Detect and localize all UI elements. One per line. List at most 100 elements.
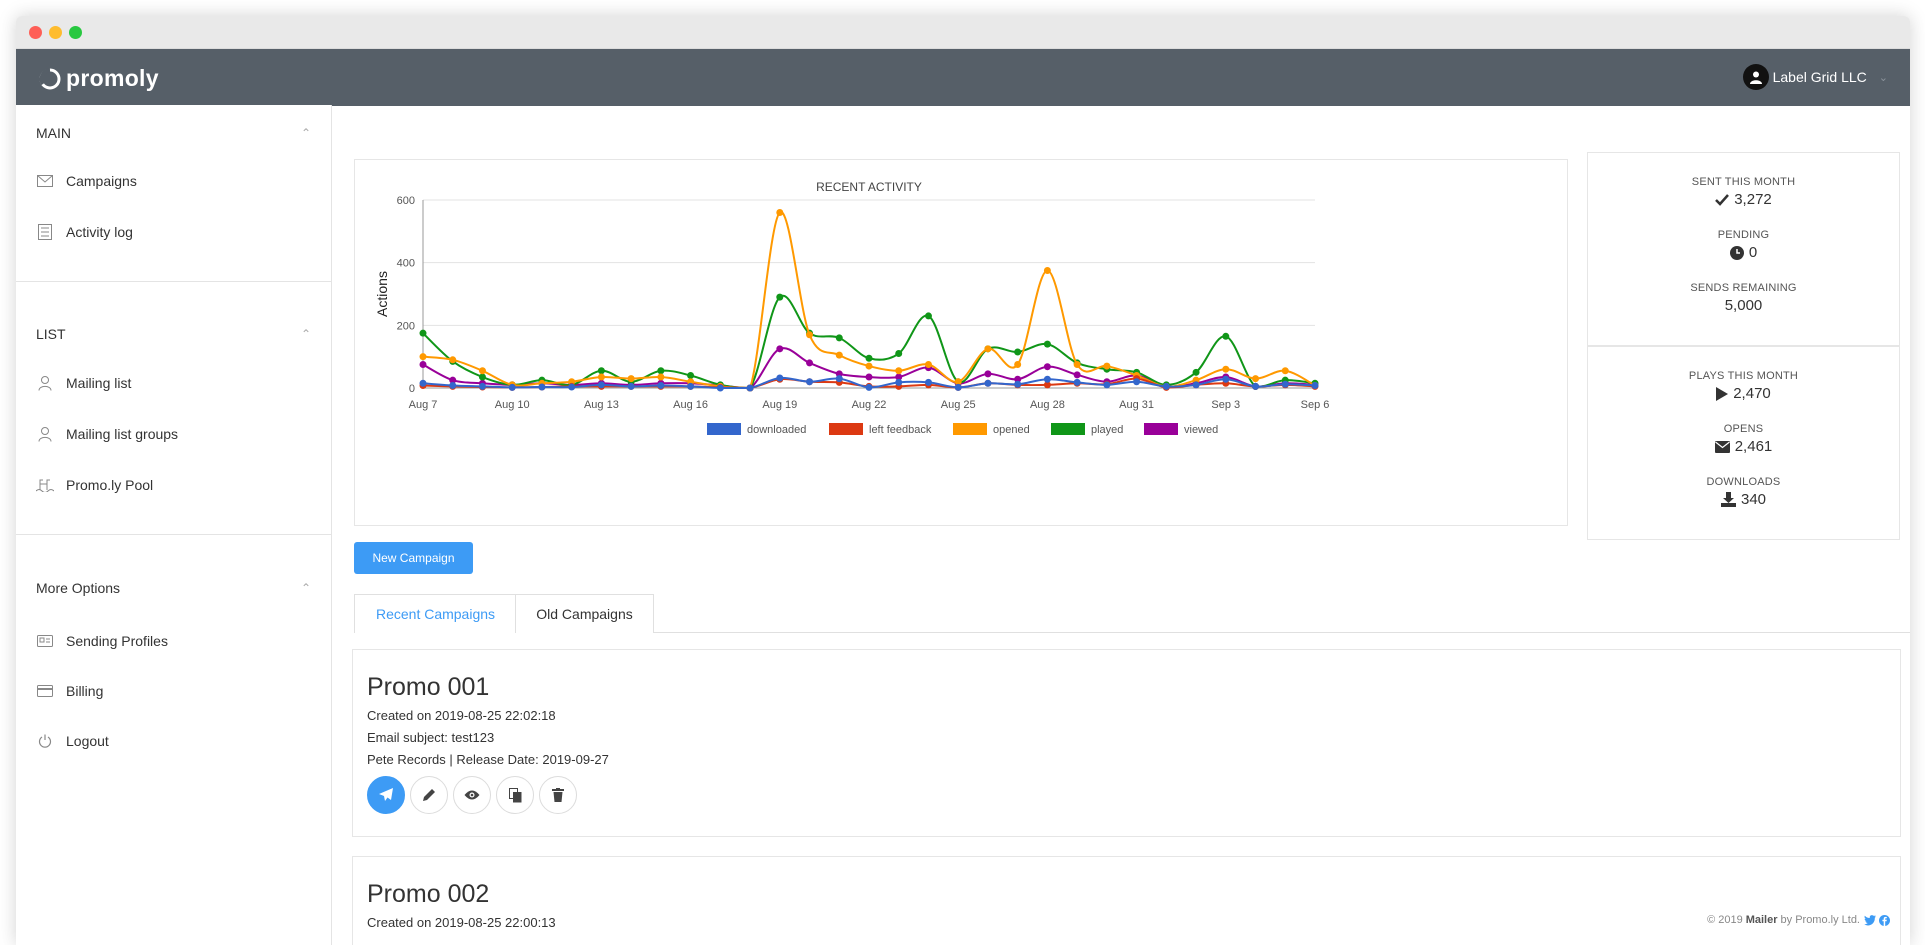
new-campaign-button[interactable]: New Campaign [354,542,473,574]
campaign-name: Promo 002 [367,880,490,908]
x-tick-label: Aug 19 [762,399,797,411]
power-icon [36,732,54,750]
x-tick-label: Aug 25 [941,399,976,411]
trash-icon [552,788,564,802]
account-menu[interactable]: Label Grid LLC ⌄ [1742,64,1888,90]
maximize-window-button[interactable] [69,26,82,39]
data-point-viewed [449,376,457,384]
edit-campaign-button[interactable] [410,776,448,814]
campaign-name: Promo 001 [367,673,490,701]
campaign-release: Pete Records | Release Date: 2019-09-27 [367,752,609,767]
legend-swatch [953,423,987,435]
sidebar-section-list[interactable]: LIST ⌃ [16,324,331,344]
data-point-opened [1252,375,1260,383]
footer-product: Mailer [1745,914,1778,926]
eye-icon [464,790,480,800]
sidebar-item-mailing-list[interactable]: Mailing list [16,373,331,393]
sidebar-item-activity-log[interactable]: Activity log [16,222,331,242]
sidebar-item-campaigns[interactable]: Campaigns [16,171,331,191]
y-tick-label: 200 [397,320,415,332]
stat-value: 2,470 [1733,385,1771,402]
chevron-up-icon: ⌃ [300,581,311,595]
x-tick-label: Aug 7 [409,399,438,411]
data-point-played [1192,368,1200,376]
twitter-icon[interactable] [1864,914,1876,926]
data-point-played [419,329,427,337]
legend-label: opened [993,424,1030,436]
envelope-icon [1714,440,1730,453]
data-point-played [1222,332,1230,340]
pencil-icon [423,789,435,801]
minimize-window-button[interactable] [49,26,62,39]
tab-old-campaigns[interactable]: Old Campaigns [515,594,654,633]
data-point-downloaded [1133,378,1141,386]
data-point-viewed [1043,363,1051,371]
sidebar-item-logout[interactable]: Logout [16,731,331,751]
stat-value: 3,272 [1734,191,1772,208]
sidebar-section-more-options[interactable]: More Options ⌃ [16,578,331,598]
data-point-opened [776,209,784,217]
stat-value-row: 2,461 [1588,438,1899,455]
data-point-opened [806,331,814,339]
data-point-downloaded [895,378,903,386]
legend-swatch [1144,423,1178,435]
facebook-icon[interactable] [1879,914,1890,926]
stat-value-row: 2,470 [1588,385,1899,402]
x-tick-label: Aug 10 [495,399,530,411]
preview-campaign-button[interactable] [453,776,491,814]
sidebar-item-label: Campaigns [66,173,137,189]
stat-opens: OPENS 2,461 [1588,423,1899,455]
data-point-opened [478,367,486,375]
data-point-played [924,312,932,320]
data-point-downloaded [954,383,962,391]
data-point-opened [449,356,457,364]
stat-remaining: SENDS REMAINING 5,000 [1588,282,1899,314]
data-point-downloaded [1222,375,1230,383]
campaign-card: Promo 001 Created on 2019-08-25 22:02:18… [352,649,1901,837]
send-campaign-button[interactable] [367,776,405,814]
stat-value-row: 3,272 [1588,191,1899,208]
stat-label: SENDS REMAINING [1690,282,1797,294]
campaign-created: Created on 2019-08-25 22:02:18 [367,708,556,723]
legend-label: left feedback [869,424,932,436]
data-point-downloaded [419,379,427,387]
top-navbar: promoly Label Grid LLC ⌄ [16,49,1910,106]
chevron-down-icon: ⌄ [1878,71,1888,84]
data-point-downloaded [1103,381,1111,389]
data-point-opened [1073,361,1081,368]
brand-logo[interactable]: promoly [38,65,159,92]
sidebar-item-mailing-list-groups[interactable]: Mailing list groups [16,424,331,444]
data-point-downloaded [449,381,457,389]
data-point-downloaded [984,379,992,387]
engagement-stats-card: PLAYS THIS MONTH 2,470 OPENS 2,461 DOWNL… [1587,346,1900,540]
data-point-downloaded [776,374,784,382]
data-point-downloaded [746,384,754,392]
sidebar-item-sending-profiles[interactable]: Sending Profiles [16,631,331,651]
footer-company: by Promo.ly Ltd. [1780,914,1860,926]
legend-label: viewed [1184,424,1218,436]
legend-swatch [707,423,741,435]
close-window-button[interactable] [29,26,42,39]
tab-recent-campaigns[interactable]: Recent Campaigns [354,594,517,633]
legend-swatch [1051,423,1085,435]
account-name: Label Grid LLC [1772,69,1867,85]
credit-card-icon [36,682,54,700]
window-titlebar [16,16,1910,49]
stat-value-row: 0 [1588,244,1899,261]
sidebar-section-main[interactable]: MAIN ⌃ [16,123,331,143]
data-point-opened [1103,362,1111,370]
data-point-downloaded [924,378,932,386]
data-point-played [776,293,784,301]
delete-campaign-button[interactable] [539,776,577,814]
campaign-created: Created on 2019-08-25 22:00:13 [367,915,556,930]
sidebar-item-promoly-pool[interactable]: Promo.ly Pool [16,475,331,495]
copy-campaign-button[interactable] [496,776,534,814]
data-point-downloaded [835,375,843,383]
legend-swatch [829,423,863,435]
data-point-downloaded [1014,380,1022,388]
download-icon [1720,492,1736,507]
sidebar-item-billing[interactable]: Billing [16,681,331,701]
data-point-downloaded [538,383,546,391]
sidebar: MAIN ⌃ Campaigns Activity log LIST ⌃ Mai… [16,105,332,945]
sidebar-divider [16,281,331,282]
